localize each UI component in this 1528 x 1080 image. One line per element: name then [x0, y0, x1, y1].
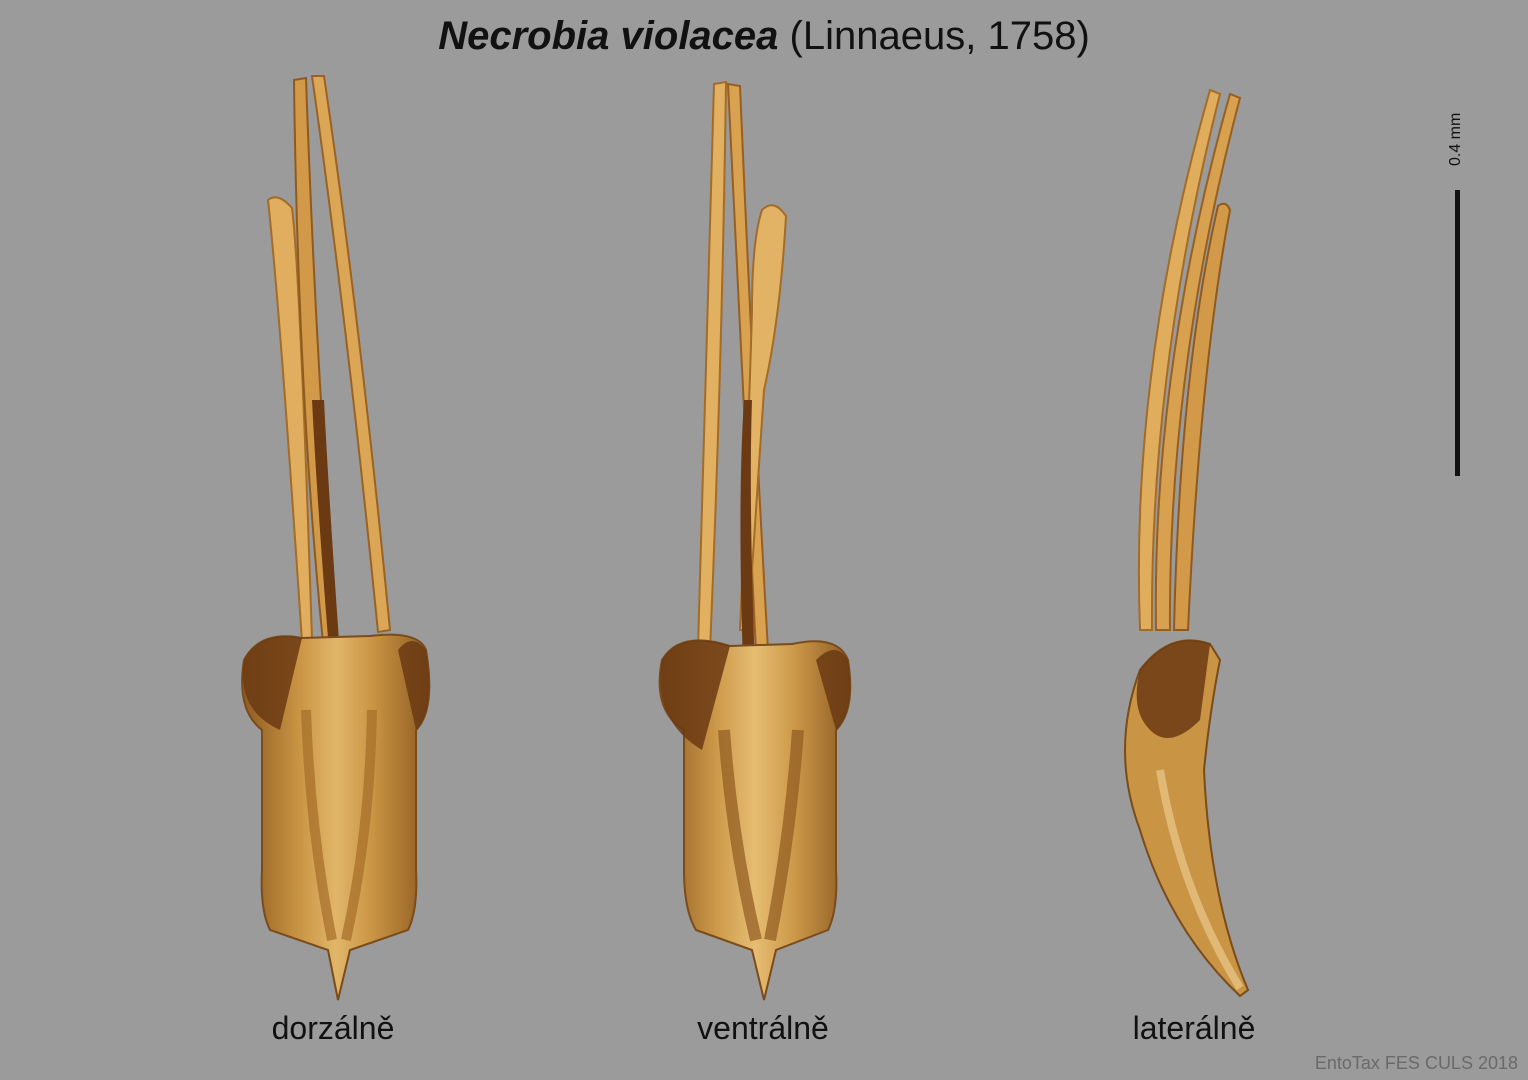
- species-name: Necrobia violacea: [438, 14, 779, 58]
- specimen-ventral-image: [658, 80, 852, 1001]
- view-label-ventral: ventrálně: [697, 1010, 829, 1046]
- scale-bar: [1455, 190, 1460, 476]
- specimen-dorsal-image: [241, 75, 431, 1001]
- view-label-lateral: laterálně: [1132, 1010, 1256, 1046]
- species-authority: (Linnaeus, 1758): [789, 14, 1090, 58]
- figure-title: Necrobia violacea (Linnaeus, 1758): [0, 14, 1528, 59]
- scale-bar-label: 0.4 mm: [1447, 112, 1464, 166]
- view-label-dorsal: dorzálně: [271, 1010, 395, 1046]
- specimen-lateral-image: [1124, 88, 1250, 998]
- credit-watermark: EntoTax FES CULS 2018: [1314, 1053, 1518, 1073]
